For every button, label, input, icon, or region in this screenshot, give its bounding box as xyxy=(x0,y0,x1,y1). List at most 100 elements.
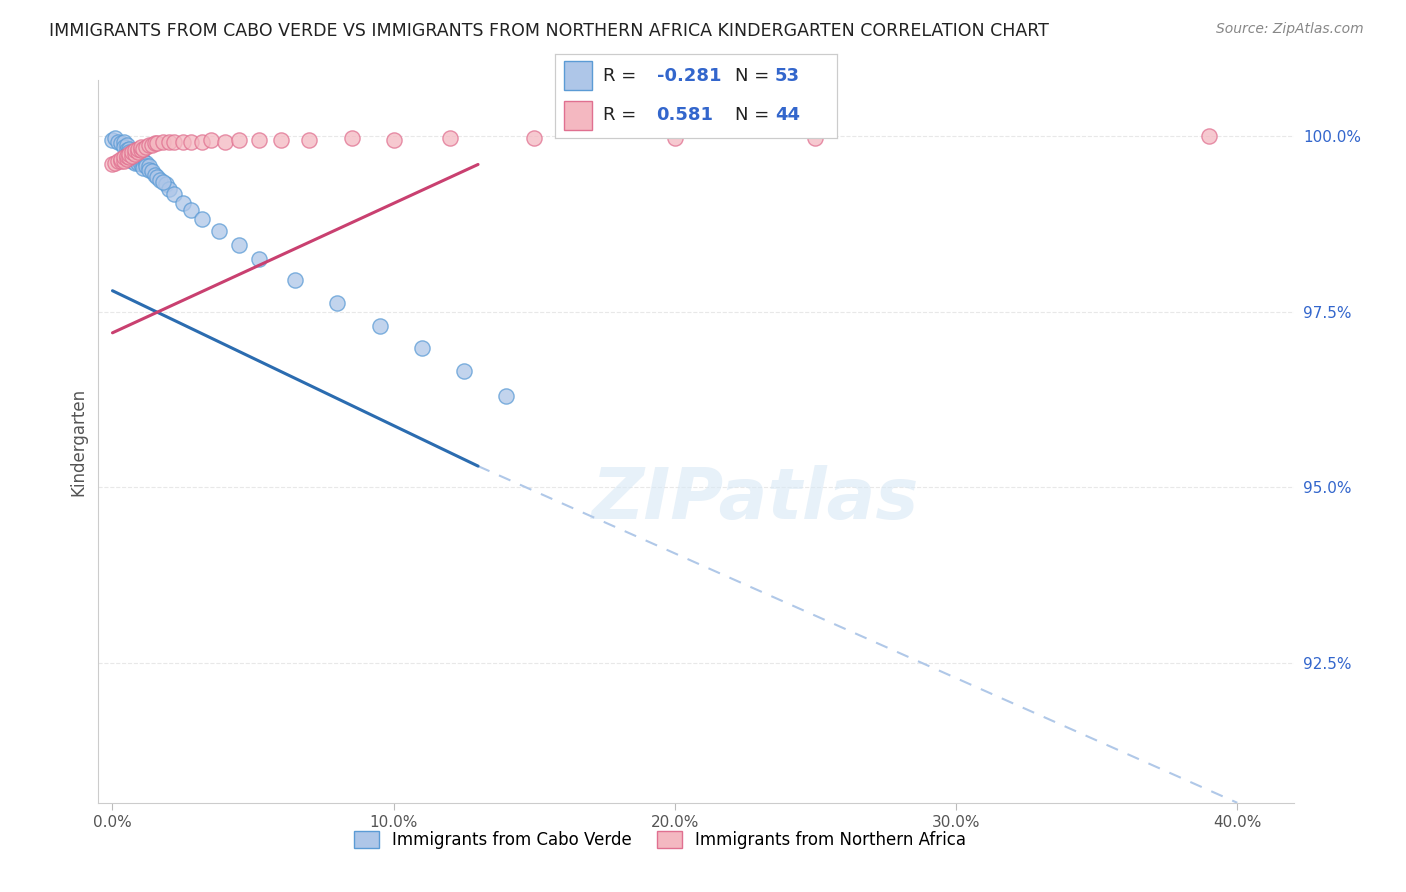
Point xyxy=(141,137,163,152)
Point xyxy=(112,140,135,154)
Point xyxy=(129,153,152,168)
Text: 44: 44 xyxy=(775,106,800,124)
Point xyxy=(129,140,152,154)
Point xyxy=(118,147,141,161)
Point xyxy=(228,133,250,147)
Point xyxy=(180,135,202,149)
Bar xyxy=(564,101,592,130)
Point xyxy=(172,135,194,149)
Point xyxy=(110,152,132,166)
Point xyxy=(124,149,146,163)
Point xyxy=(155,177,177,191)
Text: 53: 53 xyxy=(775,67,800,85)
Y-axis label: Kindergarten: Kindergarten xyxy=(69,387,87,496)
Point xyxy=(124,152,146,166)
Point xyxy=(107,153,129,168)
Point xyxy=(124,156,146,170)
Point xyxy=(124,144,146,158)
Point xyxy=(127,156,149,170)
Point xyxy=(127,152,149,166)
Point xyxy=(152,175,174,189)
Point xyxy=(172,196,194,211)
Text: 0.581: 0.581 xyxy=(657,106,714,124)
Point xyxy=(118,145,141,159)
Point xyxy=(141,164,163,178)
Text: N =: N = xyxy=(735,106,769,124)
Point xyxy=(146,170,169,185)
Text: R =: R = xyxy=(603,106,637,124)
Point xyxy=(129,157,152,171)
Point xyxy=(453,364,475,378)
Point xyxy=(138,159,160,173)
Point xyxy=(326,296,349,310)
Point xyxy=(270,133,292,147)
Point xyxy=(110,136,132,151)
Point xyxy=(132,157,155,171)
Point xyxy=(112,153,135,168)
Bar xyxy=(564,62,592,90)
Point xyxy=(214,135,236,149)
Point xyxy=(135,159,157,173)
Point xyxy=(121,151,143,165)
Point xyxy=(121,153,143,168)
Point xyxy=(495,389,517,403)
Point xyxy=(112,151,135,165)
Point xyxy=(149,173,172,187)
Point xyxy=(104,130,127,145)
Point xyxy=(146,136,169,151)
Point xyxy=(191,135,214,149)
Point xyxy=(411,341,433,355)
Point xyxy=(143,136,166,151)
Point xyxy=(127,149,149,163)
Text: IMMIGRANTS FROM CABO VERDE VS IMMIGRANTS FROM NORTHERN AFRICA KINDERGARTEN CORRE: IMMIGRANTS FROM CABO VERDE VS IMMIGRANTS… xyxy=(49,22,1049,40)
Point xyxy=(104,156,127,170)
Point xyxy=(107,135,129,149)
Point xyxy=(132,161,155,175)
Point xyxy=(157,135,180,149)
Point xyxy=(124,147,146,161)
Point xyxy=(127,145,149,159)
Point xyxy=(157,182,180,196)
Point xyxy=(129,151,152,165)
Point xyxy=(129,144,152,158)
Point xyxy=(523,130,546,145)
Point xyxy=(115,144,138,158)
Point xyxy=(804,130,827,145)
Point xyxy=(228,238,250,252)
Text: ZIPatlas: ZIPatlas xyxy=(592,465,920,533)
Point xyxy=(163,186,186,201)
Point xyxy=(101,157,124,171)
Point xyxy=(138,163,160,178)
Point xyxy=(121,145,143,159)
Point xyxy=(135,156,157,170)
Point xyxy=(132,142,155,156)
Point xyxy=(138,137,160,152)
Point xyxy=(118,151,141,165)
Point xyxy=(118,142,141,156)
Point xyxy=(115,149,138,163)
Point xyxy=(121,149,143,163)
Point xyxy=(143,168,166,182)
Point xyxy=(180,202,202,217)
Point xyxy=(200,133,222,147)
Point xyxy=(124,147,146,161)
Point xyxy=(115,152,138,166)
Point xyxy=(132,153,155,168)
Point xyxy=(1198,129,1220,144)
Text: R =: R = xyxy=(603,67,637,85)
Point xyxy=(127,142,149,156)
Point xyxy=(664,130,686,145)
Point xyxy=(247,133,270,147)
Point xyxy=(439,130,461,145)
Legend: Immigrants from Cabo Verde, Immigrants from Northern Africa: Immigrants from Cabo Verde, Immigrants f… xyxy=(347,824,973,856)
Point xyxy=(191,212,214,227)
Point xyxy=(121,145,143,159)
Point xyxy=(382,133,405,147)
Text: -0.281: -0.281 xyxy=(657,67,721,85)
Point xyxy=(208,224,231,238)
Point xyxy=(247,252,270,267)
Point xyxy=(118,151,141,165)
Text: Source: ZipAtlas.com: Source: ZipAtlas.com xyxy=(1216,22,1364,37)
Point xyxy=(110,153,132,168)
Point xyxy=(163,135,186,149)
